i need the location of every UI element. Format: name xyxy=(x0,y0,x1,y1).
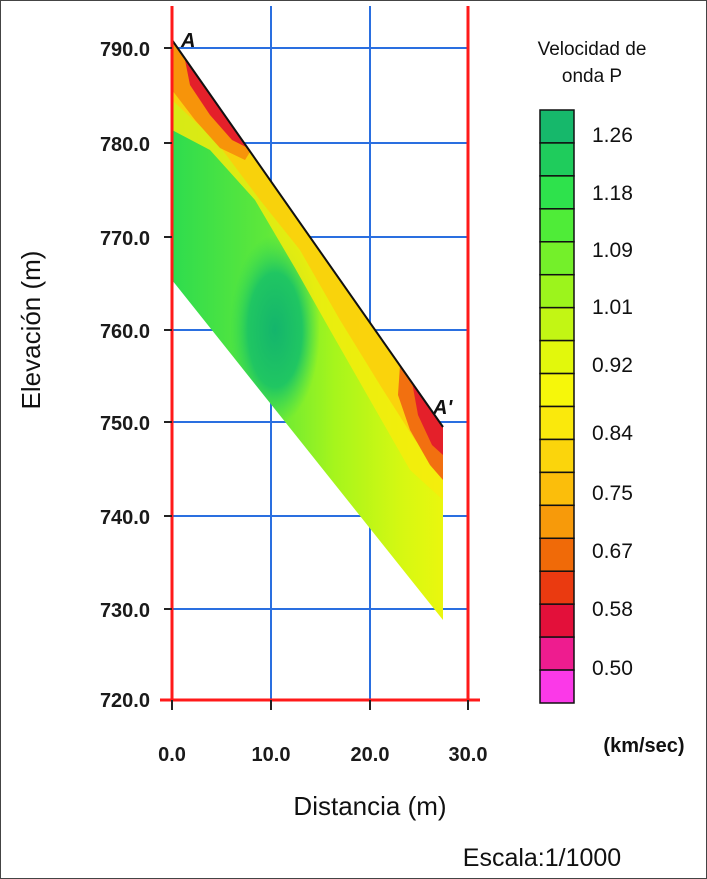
x-tick-label: 10.0 xyxy=(252,744,291,766)
colorbar-label: 0.58 xyxy=(592,598,633,621)
x-axis-title: Distancia (m) xyxy=(293,791,446,821)
y-tick-label: 760.0 xyxy=(100,321,150,343)
colorbar-swatch xyxy=(539,537,575,572)
y-tick-label: 790.0 xyxy=(100,39,150,61)
colorbar-title-line1: Velocidad de xyxy=(538,39,647,60)
colorbar-label: 0.84 xyxy=(592,422,633,445)
colorbar-label: 1.01 xyxy=(592,296,633,319)
colorbar-units: (km/sec) xyxy=(603,735,684,757)
colorbar-swatch xyxy=(539,273,575,309)
colorbar-label: 0.67 xyxy=(592,540,633,563)
colorbar-swatch xyxy=(539,504,575,540)
colorbar-swatch xyxy=(539,438,575,474)
profile-start-marker: A xyxy=(180,30,195,52)
colorbar-swatch xyxy=(539,636,575,671)
y-tick-label: 780.0 xyxy=(100,134,150,156)
high-velocity-core xyxy=(230,235,320,425)
colorbar-label: 1.26 xyxy=(592,124,633,147)
colorbar xyxy=(539,109,575,704)
velocity-section xyxy=(171,39,444,620)
colorbar-swatch xyxy=(539,471,575,507)
y-axis-title: Elevación (m) xyxy=(16,251,46,410)
colorbar-swatch xyxy=(539,405,575,441)
colorbar-swatch xyxy=(539,241,575,276)
scale-note: Escala:1/1000 xyxy=(463,844,621,872)
colorbar-swatch xyxy=(539,339,575,375)
colorbar-swatch xyxy=(539,603,575,638)
profile-end-marker: A' xyxy=(432,397,453,419)
colorbar-swatch xyxy=(539,208,575,243)
x-tick-label: 0.0 xyxy=(158,744,186,766)
colorbar-swatch xyxy=(539,570,575,605)
y-tick-label: 720.0 xyxy=(100,690,150,712)
y-tick-label: 750.0 xyxy=(100,413,150,435)
y-tick-label: 740.0 xyxy=(100,507,150,529)
colorbar-label: 0.75 xyxy=(592,482,633,505)
colorbar-title-line2: onda P xyxy=(562,66,622,87)
y-tick-label: 730.0 xyxy=(100,600,150,622)
colorbar-swatch xyxy=(539,142,575,177)
colorbar-label: 1.09 xyxy=(592,239,633,262)
colorbar-swatch xyxy=(539,109,575,144)
colorbar-swatch xyxy=(539,175,575,210)
colorbar-swatch xyxy=(539,372,575,408)
colorbar-label: 0.50 xyxy=(592,657,633,680)
colorbar-label: 0.92 xyxy=(592,354,633,377)
y-tick-label: 770.0 xyxy=(100,228,150,250)
colorbar-swatch xyxy=(539,669,575,704)
plot-border xyxy=(160,6,480,702)
x-tick-label: 30.0 xyxy=(449,744,488,766)
axis-ticks xyxy=(164,47,469,710)
colorbar-swatch xyxy=(539,306,575,342)
colorbar-label: 1.18 xyxy=(592,182,633,205)
x-tick-label: 20.0 xyxy=(351,744,390,766)
